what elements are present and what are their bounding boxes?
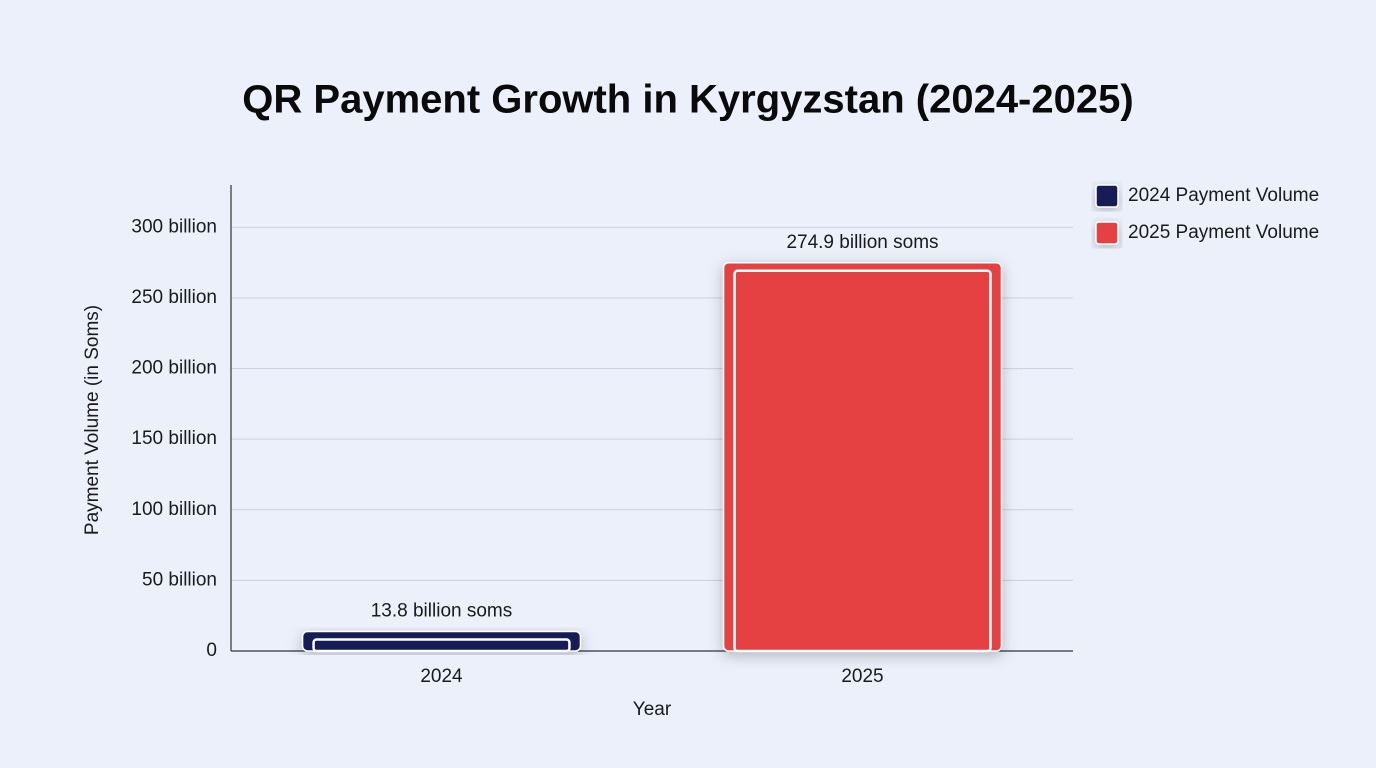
y-tick-label: 300 billion [131,216,217,237]
y-tick-label: 150 billion [131,428,217,449]
data-label: 274.9 billion soms [786,232,938,253]
y-tick-label: 200 billion [131,358,217,379]
bar-inner-border [733,269,992,653]
y-tick-label: 250 billion [131,287,217,308]
bar [301,630,582,652]
legend-label: 2025 Payment Volume [1128,222,1319,243]
x-axis-label: Year [633,699,672,720]
y-axis-label: Payment Volume (in Soms) [82,305,103,535]
plot-area: 0 50 billion 100 billion 150 billion 200 bil… [131,185,1073,687]
bar-inner-border [312,638,571,653]
x-tick-label: 2025 [841,666,883,687]
legend-swatch [1095,184,1119,208]
legend-label: 2024 Payment Volume [1128,185,1319,206]
data-label: 13.8 billion soms [371,601,513,622]
y-tick-label: 100 billion [131,499,217,520]
bar [722,262,1003,652]
y-tick-label: 50 billion [142,569,217,590]
y-tick-label: 0 [206,640,217,661]
x-tick-label: 2024 [420,666,463,687]
chart-title: QR Payment Growth in Kyrgyzstan (2024-20… [242,78,1133,122]
legend-swatch [1095,221,1119,245]
